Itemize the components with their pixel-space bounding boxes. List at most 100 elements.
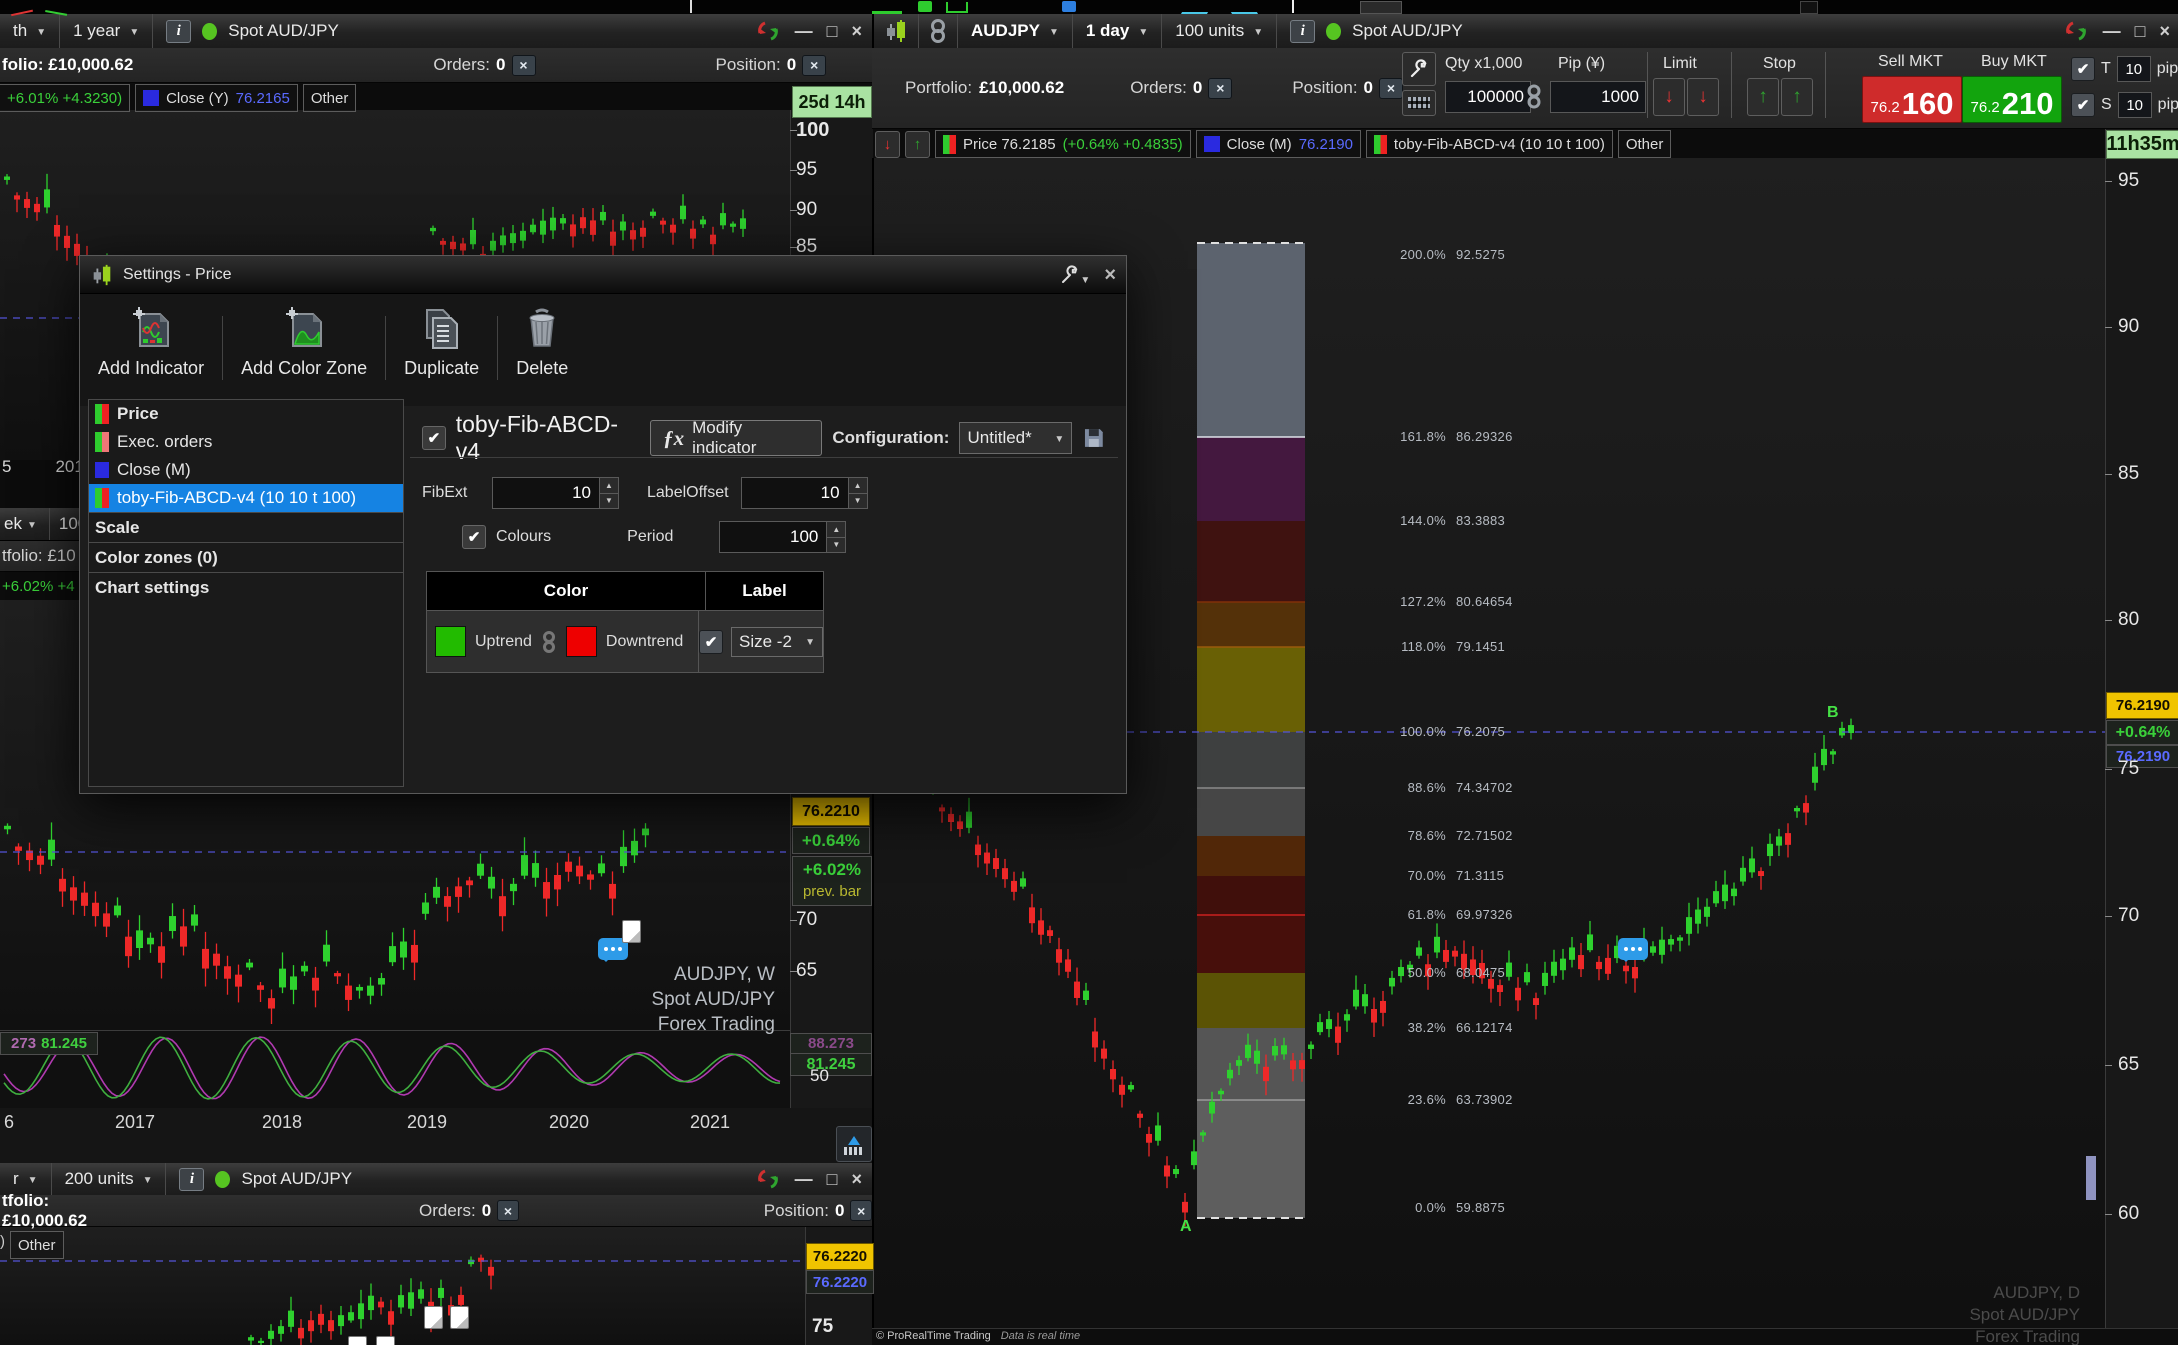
- units-menu[interactable]: 200 units ▼: [52, 1163, 167, 1195]
- note-page-icon[interactable]: [450, 1306, 469, 1329]
- legend-fib-indicator[interactable]: toby-Fib-ABCD-v4 (10 10 t 100): [1365, 130, 1613, 158]
- add-color-zone-button[interactable]: Add Color Zone: [223, 302, 385, 383]
- close-position-icon[interactable]: ×: [802, 54, 827, 76]
- note-page-icon[interactable]: [376, 1336, 395, 1345]
- toolbar-fragment-icon[interactable]: [1223, 0, 1259, 14]
- bottom-window-titlebar[interactable]: r ▼ 200 units ▼ i Spot AUD/JPY — □ ×: [0, 1163, 872, 1196]
- modify-indicator-button[interactable]: ƒx Modify indicator: [650, 418, 823, 457]
- toolbar-fragment-icon[interactable]: [690, 0, 692, 13]
- legend-close-y[interactable]: Close (Y) 76.2165: [135, 84, 298, 112]
- info-icon[interactable]: i: [166, 19, 192, 43]
- list-item-scale[interactable]: Scale: [89, 512, 403, 542]
- chart-type-button[interactable]: [874, 14, 919, 48]
- sell-mkt-button[interactable]: 76.2 160: [1862, 76, 1962, 123]
- note-page-icon[interactable]: [622, 920, 641, 943]
- dialog-settings-button[interactable]: ▼: [1060, 264, 1090, 286]
- weekly-window-titlebar-fragment[interactable]: ek ▼ 100: [0, 508, 87, 541]
- save-icon[interactable]: [1082, 426, 1106, 450]
- legend-price-change[interactable]: +6.01% +4.3230): [0, 84, 131, 112]
- scroll-to-end-button[interactable]: [836, 1126, 872, 1162]
- close-icon[interactable]: ×: [851, 21, 862, 41]
- limit-buy-order-button[interactable]: ↓: [1687, 78, 1719, 116]
- limit-sell-order-button[interactable]: ↓: [1653, 78, 1685, 116]
- maximize-icon[interactable]: □: [826, 21, 838, 41]
- link-button[interactable]: [919, 14, 958, 48]
- units-menu[interactable]: 100 units ▼: [1162, 14, 1278, 48]
- cancel-orders-icon[interactable]: ×: [1208, 77, 1233, 99]
- list-item-chart-settings[interactable]: Chart settings: [89, 572, 403, 602]
- stoploss-pips-input[interactable]: 10: [2117, 92, 2152, 118]
- instrument-menu[interactable]: AUDJPY ▼: [958, 14, 1073, 48]
- instrument-info[interactable]: i Spot AUD/JPY: [153, 14, 352, 48]
- toolbar-fragment-icon[interactable]: [45, 0, 69, 16]
- refresh-icon[interactable]: [2063, 19, 2089, 43]
- pip-input[interactable]: 1000: [1550, 81, 1646, 113]
- timeframe-menu[interactable]: r ▼: [0, 1163, 52, 1195]
- top-left-window-titlebar[interactable]: th ▼ 1 year ▼ i Spot AUD/JPY — □ ×: [0, 14, 872, 49]
- chain-link-icon[interactable]: [541, 629, 557, 655]
- stoploss-checkbox[interactable]: ✔: [2071, 93, 2095, 117]
- uptrend-color-swatch[interactable]: [435, 626, 466, 657]
- legend-other[interactable]: Other: [10, 1231, 64, 1259]
- toolbar-fragment-icon[interactable]: [1800, 1, 1818, 14]
- order-settings-button[interactable]: [1402, 52, 1436, 86]
- instrument-info[interactable]: i Spot AUD/JPY: [1277, 14, 1476, 48]
- indicator-enabled-checkbox[interactable]: ✔: [422, 426, 446, 450]
- legend-other[interactable]: Other: [302, 84, 357, 112]
- list-item-close-m[interactable]: Close (M): [89, 456, 403, 484]
- downtrend-color-swatch[interactable]: [565, 626, 597, 657]
- period-stepper[interactable]: ▲▼: [719, 521, 847, 553]
- maximize-icon[interactable]: □: [2134, 21, 2146, 41]
- toolbar-fragment-icon[interactable]: [946, 2, 968, 13]
- cancel-orders-icon[interactable]: ×: [497, 1200, 519, 1221]
- close-position-icon[interactable]: ×: [850, 1200, 873, 1221]
- chat-note-icon[interactable]: [598, 938, 628, 962]
- toolbar-fragment-icon[interactable]: [1292, 0, 1294, 13]
- info-icon[interactable]: i: [179, 1167, 205, 1191]
- buy-order-icon[interactable]: ↑: [905, 130, 930, 158]
- timeframe-menu[interactable]: th ▼: [0, 14, 61, 48]
- target-pips-input[interactable]: 10: [2116, 56, 2151, 82]
- daily-window-titlebar[interactable]: AUDJPY ▼ 1 day ▼ 100 units ▼ i Spot AUD/JPY…: [872, 14, 2178, 49]
- close-position-icon[interactable]: ×: [1379, 77, 1404, 99]
- stop-buy-order-button[interactable]: ↑: [1781, 78, 1813, 116]
- minimize-icon[interactable]: —: [794, 21, 813, 41]
- labeloffset-stepper[interactable]: ▲▼: [740, 477, 868, 509]
- duplicate-button[interactable]: Duplicate: [386, 302, 497, 383]
- labeloffset-input[interactable]: [740, 477, 849, 509]
- toolbar-fragment-icon[interactable]: [1360, 1, 1402, 14]
- sell-order-icon[interactable]: ↓: [875, 130, 900, 158]
- period-input[interactable]: [719, 521, 828, 553]
- qty-input[interactable]: 100000: [1445, 81, 1531, 113]
- toolbar-fragment-icon[interactable]: [872, 3, 902, 14]
- label-size-select[interactable]: Size -2 ▼: [731, 626, 823, 657]
- chat-note-icon[interactable]: [1618, 938, 1648, 962]
- buy-mkt-button[interactable]: 76.2 210: [1962, 76, 2062, 123]
- fibext-input[interactable]: [492, 477, 600, 509]
- close-icon[interactable]: ×: [851, 1169, 862, 1189]
- add-indicator-button[interactable]: Add Indicator: [80, 302, 222, 383]
- stop-sell-order-button[interactable]: ↑: [1747, 78, 1779, 116]
- legend-price[interactable]: Price 76.2185 (+0.64% +0.4835): [935, 130, 1191, 158]
- list-item-fib-indicator[interactable]: toby-Fib-ABCD-v4 (10 10 t 100): [89, 484, 403, 512]
- refresh-icon[interactable]: [755, 1167, 781, 1191]
- toolbar-fragment-icon[interactable]: [1180, 0, 1216, 14]
- settings-dialog-titlebar[interactable]: Settings - Price ▼ ×: [80, 256, 1126, 294]
- minimize-icon[interactable]: —: [2102, 21, 2121, 41]
- period-menu[interactable]: 1 day ▼: [1073, 14, 1163, 48]
- bottom-chart-area[interactable]: [0, 1226, 805, 1345]
- list-item-exec-orders[interactable]: Exec. orders: [89, 428, 403, 456]
- legend-other[interactable]: Other: [1617, 130, 1672, 158]
- info-icon[interactable]: i: [1290, 19, 1316, 43]
- toolbar-fragment-icon[interactable]: [918, 1, 932, 12]
- legend-close-m[interactable]: Close (M) 76.2190: [1195, 130, 1361, 158]
- note-page-icon[interactable]: [424, 1306, 443, 1329]
- weekly-time-axis[interactable]: [0, 1108, 872, 1163]
- list-item-color-zones[interactable]: Color zones (0): [89, 542, 403, 572]
- target-checkbox[interactable]: ✔: [2071, 57, 2095, 81]
- instrument-info[interactable]: i Spot AUD/JPY: [166, 1163, 365, 1195]
- chain-link-icon[interactable]: [1525, 81, 1543, 113]
- maximize-icon[interactable]: □: [826, 1169, 838, 1189]
- label-enabled-checkbox[interactable]: ✔: [699, 629, 723, 654]
- cancel-orders-icon[interactable]: ×: [511, 54, 536, 76]
